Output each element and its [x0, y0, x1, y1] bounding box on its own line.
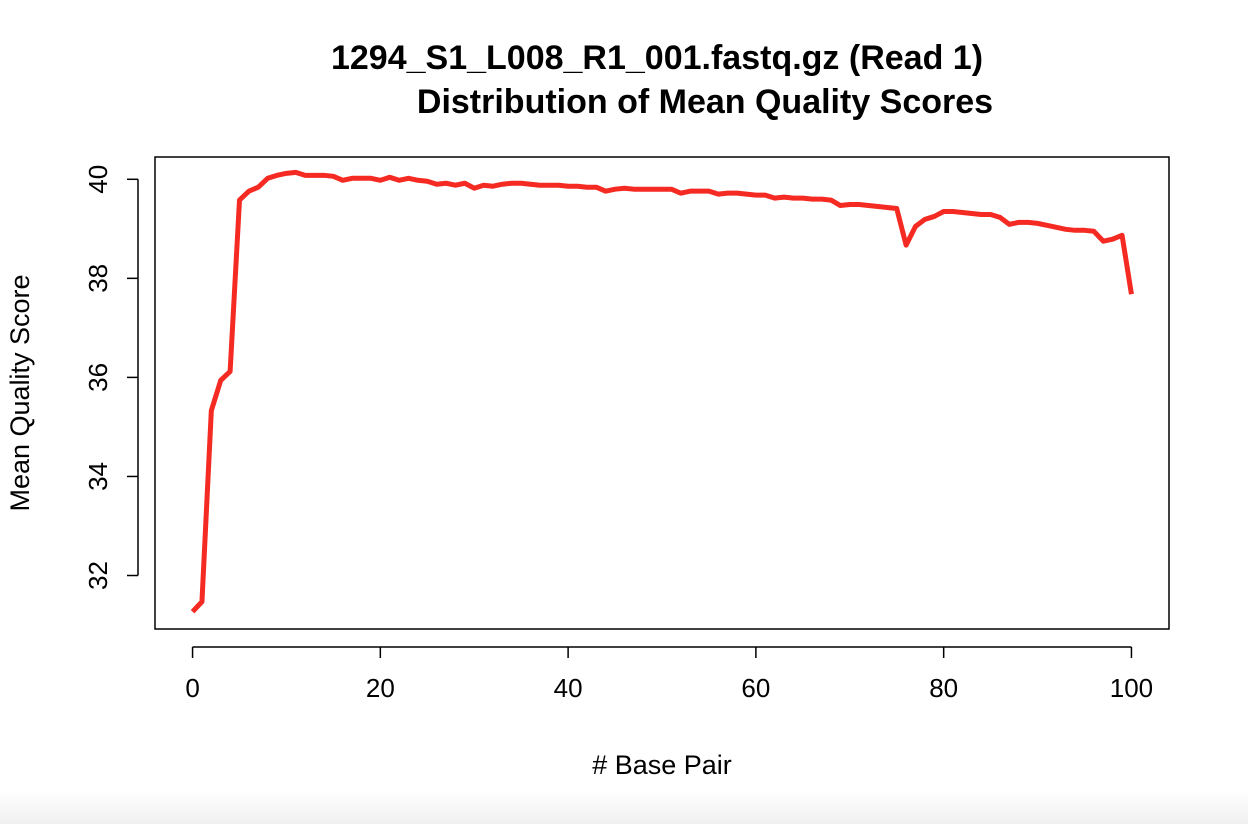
- chart-subtitle: Distribution of Mean Quality Scores: [417, 83, 993, 121]
- plot-box: [154, 156, 1170, 630]
- y-tick-label: 38: [83, 264, 113, 293]
- x-tick-label: 100: [1110, 673, 1153, 703]
- x-tick-label: 60: [741, 673, 770, 703]
- y-tick-label: 34: [83, 462, 113, 491]
- data-line: [190, 169, 1134, 614]
- y-tick-label: 32: [83, 561, 113, 590]
- x-tick-label: 80: [929, 673, 958, 703]
- x-tick-label: 0: [185, 673, 199, 703]
- window-bottom: [0, 790, 1248, 824]
- y-tick-label: 40: [83, 165, 113, 194]
- y-tick-label: 36: [83, 363, 113, 392]
- x-tick-label: 40: [554, 673, 583, 703]
- x-axis-title: # Base Pair: [592, 750, 732, 780]
- x-tick-label: 20: [366, 673, 395, 703]
- y-axis-title: Mean Quality Score: [5, 274, 35, 511]
- chart-title: 1294_S1_L008_R1_001.fastq.gz (Read 1): [331, 39, 983, 77]
